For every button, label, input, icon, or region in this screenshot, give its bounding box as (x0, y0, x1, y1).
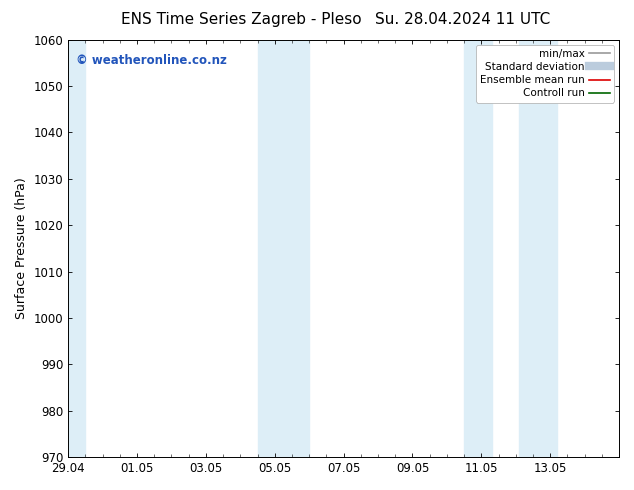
Bar (257, 40, 309, 457)
Bar (464, 40, 491, 457)
Bar (519, 40, 557, 457)
Text: ENS Time Series Zagreb - Pleso: ENS Time Series Zagreb - Pleso (120, 12, 361, 27)
Text: Su. 28.04.2024 11 UTC: Su. 28.04.2024 11 UTC (375, 12, 550, 27)
Bar (68, 40, 86, 457)
Legend: min/max, Standard deviation, Ensemble mean run, Controll run: min/max, Standard deviation, Ensemble me… (476, 45, 614, 102)
Text: © weatheronline.co.nz: © weatheronline.co.nz (77, 54, 228, 67)
Y-axis label: Surface Pressure (hPa): Surface Pressure (hPa) (15, 177, 28, 319)
